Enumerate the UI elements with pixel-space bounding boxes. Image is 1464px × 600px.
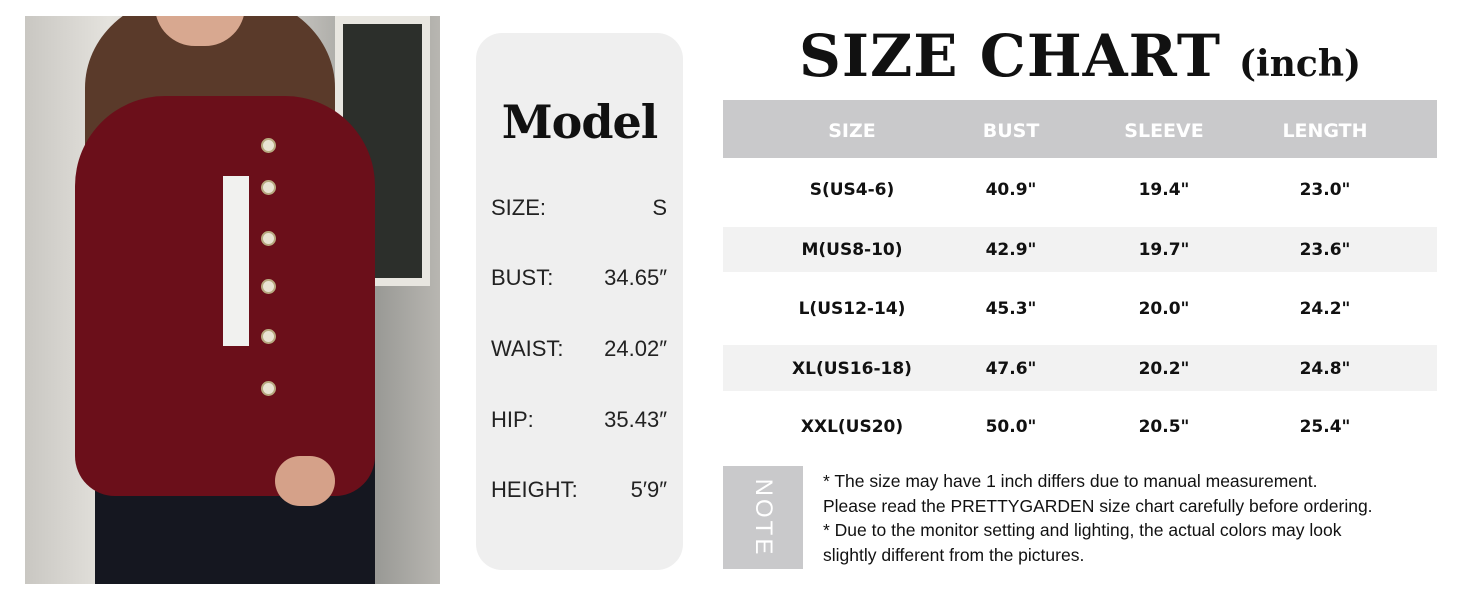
table-cell: 25.4" — [1299, 417, 1351, 437]
table-cell: XXL(US20) — [800, 417, 904, 437]
table-cell: 23.6" — [1299, 240, 1351, 260]
measurement-label: HEIGHT: — [491, 477, 578, 502]
table-cell: 40.9" — [985, 180, 1037, 200]
note-label-box: NOTE — [723, 466, 803, 569]
table-cell: M(US8-10) — [801, 240, 903, 260]
model-title: Model — [501, 95, 659, 149]
table-cell: 45.3" — [985, 299, 1037, 319]
model-photo — [25, 16, 440, 584]
model-measurement-row: WAIST: 24.02″ — [491, 336, 667, 362]
measurement-label: HIP: — [491, 407, 534, 432]
table-cell: 20.0" — [1138, 299, 1190, 319]
table-cell: S(US4-6) — [809, 180, 895, 200]
note-text: * The size may have 1 inch differs due t… — [823, 471, 1373, 565]
table-header — [723, 100, 1437, 158]
model-measurement-row: HIP: 35.43″ — [491, 407, 667, 433]
table-row — [723, 227, 1437, 272]
measurement-label: SIZE: — [491, 195, 547, 220]
measurement-value: S — [652, 195, 667, 220]
model-measurement-row: BUST: 34.65″ — [491, 265, 667, 291]
column-header: SLEEVE — [1124, 120, 1204, 142]
table-row — [723, 391, 1437, 460]
measurement-value: 35.43″ — [604, 407, 667, 432]
size-chart-title: SIZE CHART (inch) — [798, 22, 1362, 90]
table-cell: 24.2" — [1299, 299, 1351, 319]
measurement-label: WAIST: — [491, 336, 564, 361]
table-cell: 19.4" — [1138, 180, 1190, 200]
measurement-label: BUST: — [491, 265, 554, 290]
table-cell: XL(US16-18) — [792, 359, 912, 379]
table-row — [723, 160, 1437, 227]
table-row — [723, 272, 1437, 345]
table-cell: 50.0" — [985, 417, 1037, 437]
table-cell: 47.6" — [985, 359, 1037, 379]
model-card: Model SIZE: S BUST: 34.65″ WAIST: 24.02″ HIP: 3… — [476, 33, 683, 570]
table-cell: 20.5" — [1138, 417, 1190, 437]
table-row — [723, 345, 1437, 391]
table-cell: 42.9" — [985, 240, 1037, 260]
table-cell: 23.0" — [1299, 180, 1351, 200]
table-cell: 20.2" — [1138, 359, 1190, 379]
measurement-value: 24.02″ — [604, 336, 667, 361]
measurement-value: 34.65″ — [604, 265, 667, 290]
measurement-value: 5′9″ — [630, 477, 667, 502]
model-measurement-row: HEIGHT: 5′9″ — [491, 477, 667, 503]
column-header: LENGTH — [1282, 120, 1368, 142]
model-measurement-row: SIZE: S — [491, 195, 667, 221]
table-cell: 19.7" — [1138, 240, 1190, 260]
table-cell: 24.8" — [1299, 359, 1351, 379]
table-cell: L(US12-14) — [798, 299, 906, 319]
column-header: SIZE — [828, 120, 876, 142]
column-header: BUST — [982, 120, 1040, 142]
